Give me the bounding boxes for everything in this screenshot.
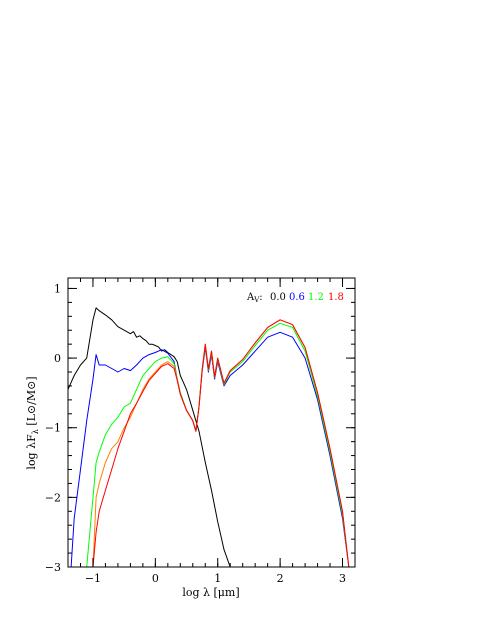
ticks-layer: [68, 278, 356, 568]
x-tick-label: 3: [339, 572, 346, 585]
y-tick-label: −2: [45, 491, 61, 504]
y-tick-label: −1: [45, 422, 61, 435]
legend-entry-1: 0.6: [289, 292, 305, 303]
legend-entry-3: 1.8: [328, 292, 344, 303]
y-tick-label: 0: [54, 352, 61, 365]
y-axis-title-units: [L⊙/M⊙]: [25, 376, 38, 425]
series-line-0: [68, 307, 231, 567]
series-line-3: [92, 319, 350, 567]
y-tick-label: −3: [45, 561, 61, 574]
plot-frame: [67, 277, 356, 568]
svg-text:AV:: AV:: [246, 292, 263, 304]
legend-entry-2: 1.2: [308, 292, 324, 303]
x-tick-label: 0: [152, 572, 159, 585]
y-tick-label: 1: [54, 282, 61, 295]
legend-prefix: A: [246, 292, 255, 303]
x-tick-label: 1: [214, 572, 221, 585]
x-tick-label: 2: [277, 572, 284, 585]
x-axis-title: log λ [μm]: [182, 586, 239, 599]
svg-text:log λFλ [L⊙/M⊙]: log λFλ [L⊙/M⊙]: [25, 376, 40, 469]
tick-labels: −1 0 1 2 3 −3 −2 −1 0 1: [45, 282, 346, 585]
x-tick-label: −1: [85, 572, 101, 585]
series-line-1: [70, 331, 350, 567]
legend-prefix-sub: V: [253, 296, 260, 304]
y-axis-title: log λFλ [L⊙/M⊙]: [25, 376, 40, 469]
series-layer: [68, 307, 350, 567]
y-axis-title-sub: λ: [31, 429, 40, 434]
legend-entry-0: 0.0: [270, 292, 286, 303]
legend: AV: 0.0 0.6 1.2 1.8: [246, 292, 344, 304]
y-axis-title-main: log λF: [25, 434, 38, 470]
legend-separator: :: [259, 292, 262, 303]
series-line-4: [92, 319, 350, 567]
